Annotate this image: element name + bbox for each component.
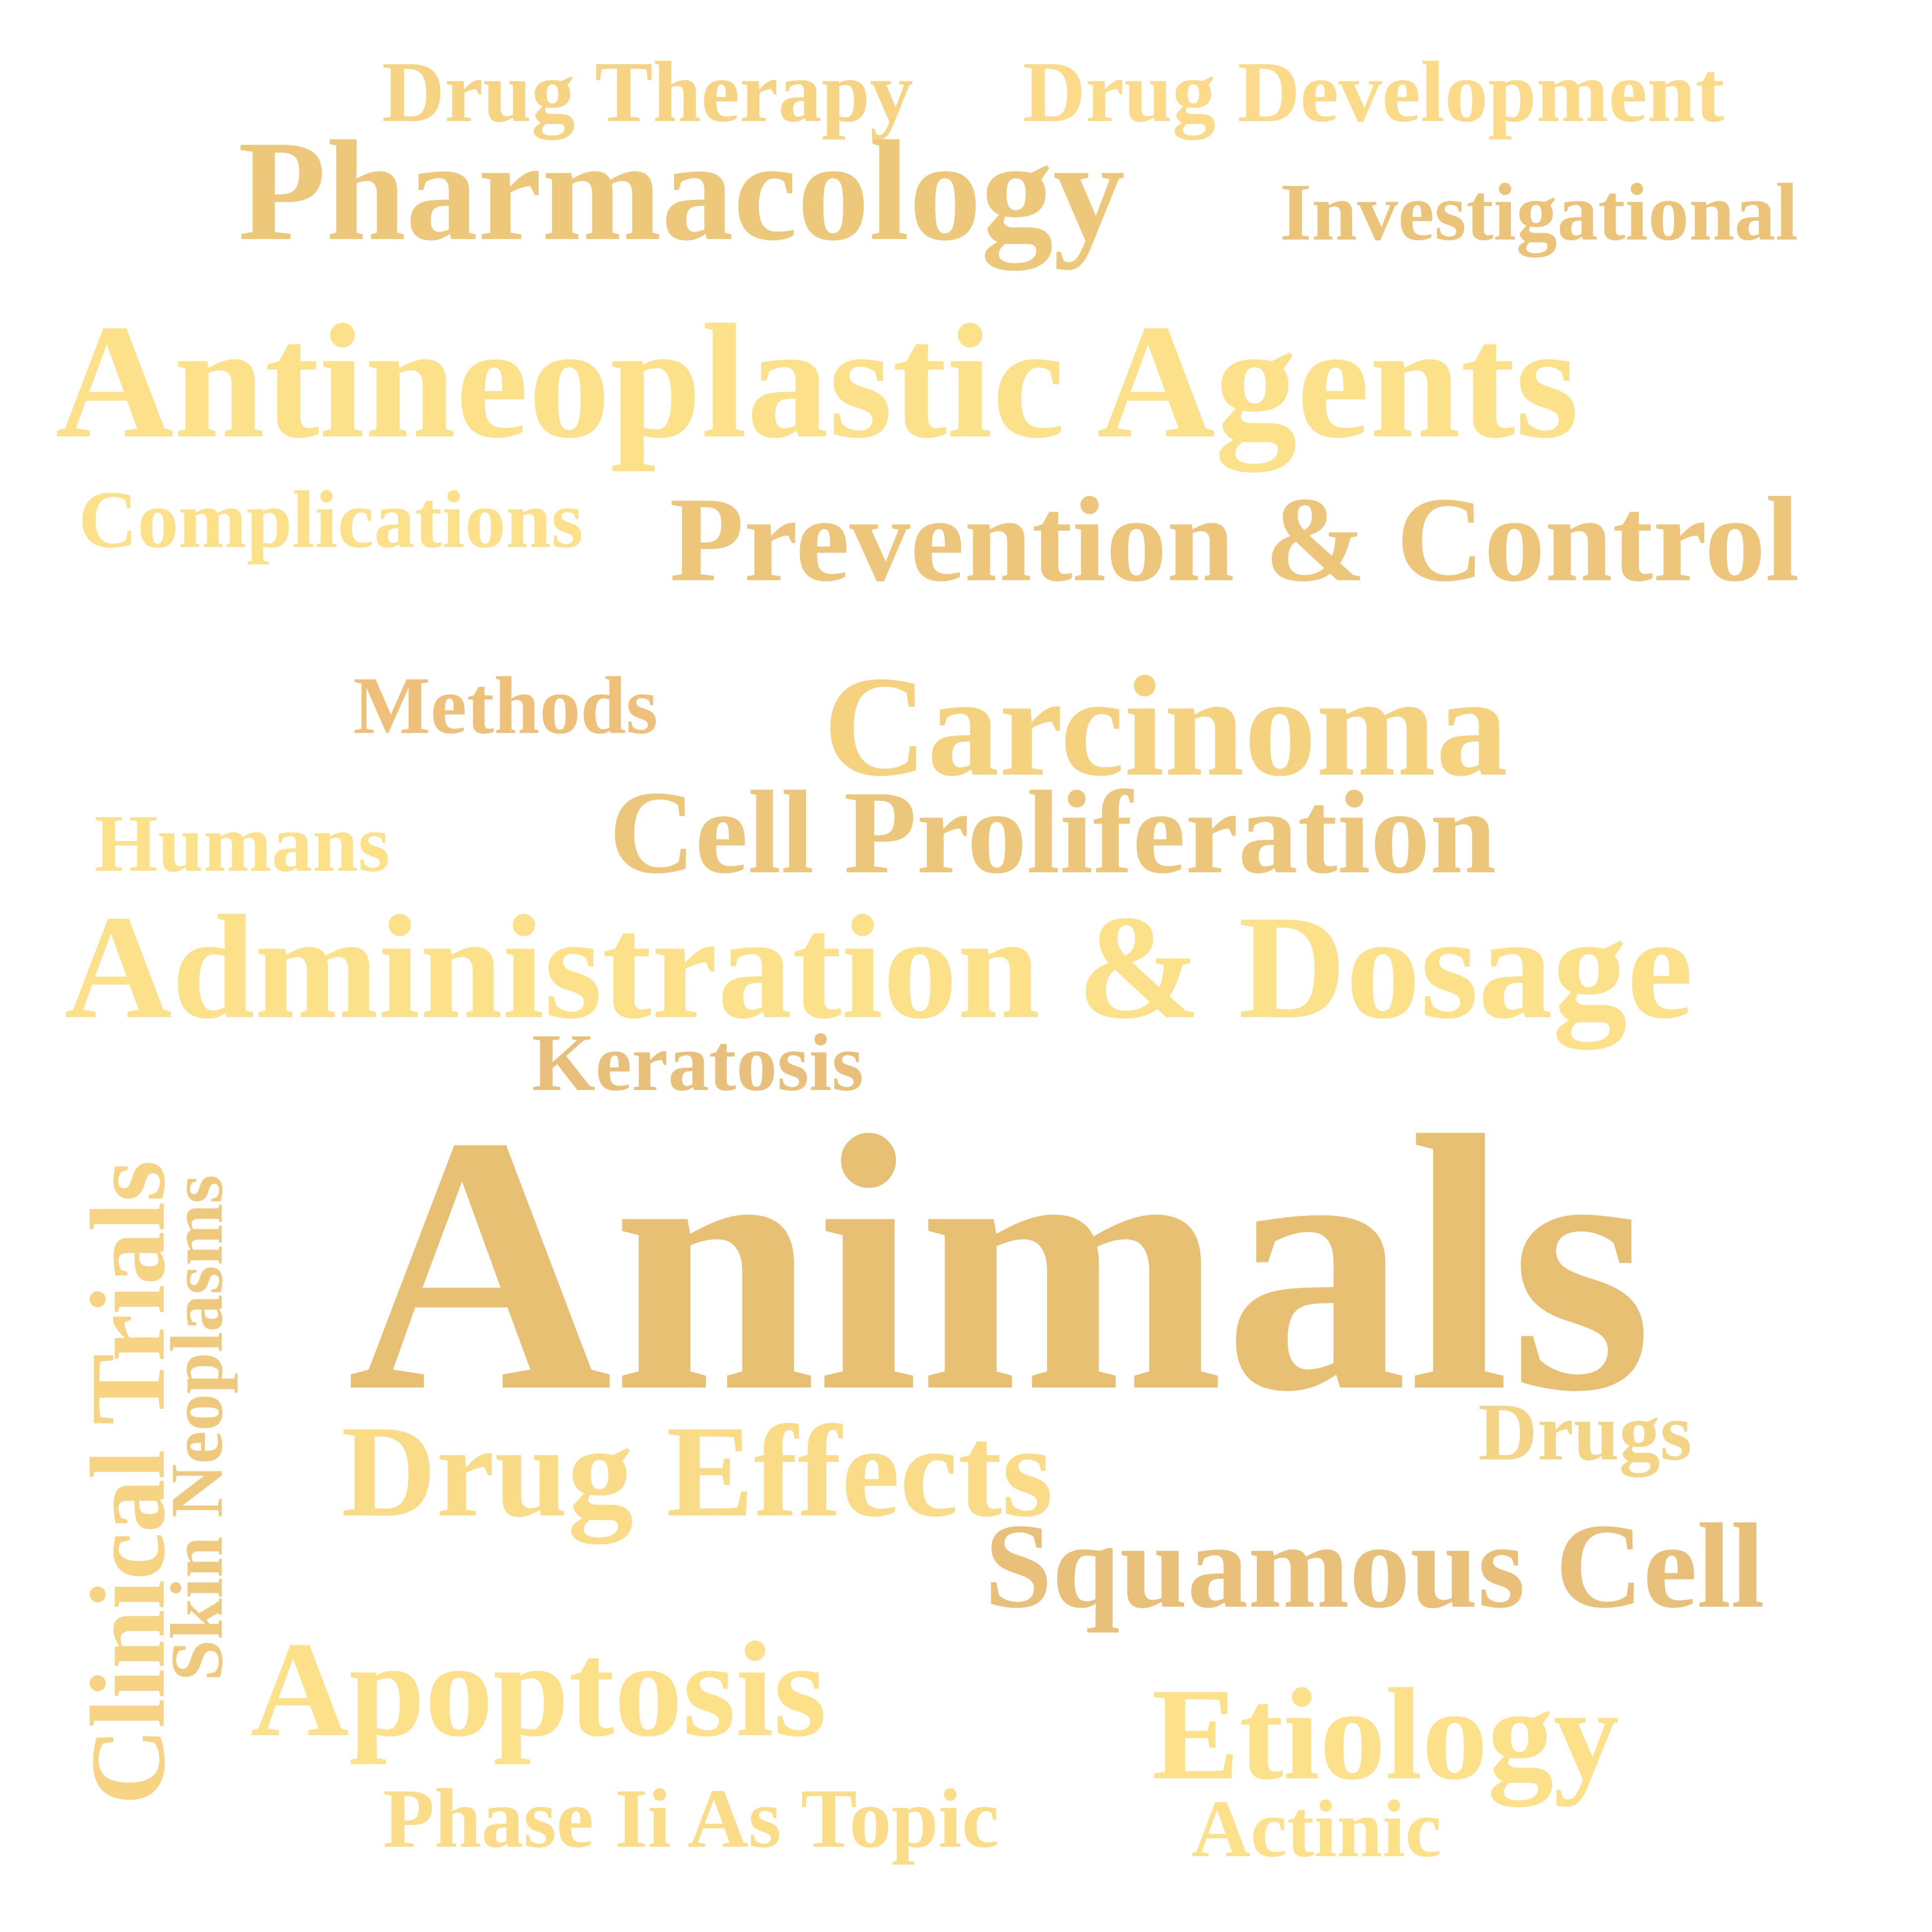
word-humans: Humans — [94, 798, 390, 889]
word-apoptosis: Apoptosis — [250, 1614, 827, 1765]
word-cell-proliferation: Cell Proliferation — [609, 766, 1496, 898]
word-drugs: Drugs — [1478, 1387, 1692, 1477]
word-animals: Animals — [347, 1061, 1653, 1467]
word-squamous-cell: Squamous Cell — [985, 1499, 1765, 1633]
word-prevention-control: Prevention & Control — [670, 472, 1800, 606]
word-skin-neoplasms: Skin Neoplasms — [156, 1174, 238, 1681]
word-methods: Methods — [353, 660, 658, 751]
word-carcinoma: Carcinoma — [823, 647, 1508, 806]
word-drug-development: Drug Development — [1023, 44, 1725, 140]
word-administration-dosage: Administration & Dosage — [64, 885, 1693, 1049]
word-pharmacology: Pharmacology — [238, 111, 1125, 270]
word-etiology: Etiology — [1152, 1662, 1620, 1807]
word-actinic: Actinic — [1191, 1783, 1442, 1874]
word-complications: Complications — [78, 474, 583, 565]
word-investigational: Investigational — [1280, 167, 1799, 257]
word-antineoplastic-agents: Antineoplastic Agents — [56, 291, 1579, 472]
word-phase-ii-as-topic: Phase Ii As Topic — [383, 1772, 999, 1865]
word-drug-therapy: Drug Therapy — [382, 44, 914, 140]
word-drug-effects: Drug Effects — [341, 1399, 1053, 1544]
word-keratosis: Keratosis — [532, 1017, 864, 1108]
